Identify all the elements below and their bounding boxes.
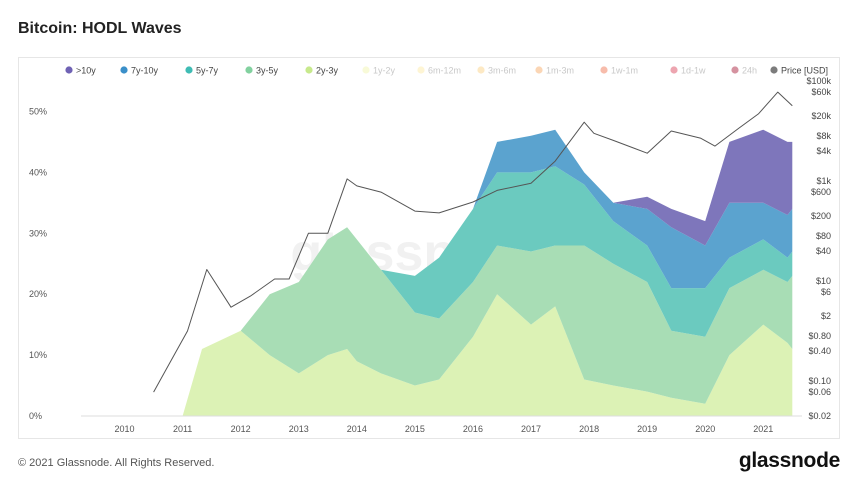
area-5y7y [148,166,793,416]
x-tick-label: 2011 [173,424,192,434]
y2-tick-label: $40 [816,246,831,256]
x-tick-label: 2018 [579,424,599,434]
y-tick-label: 30% [29,228,47,238]
y2-tick-label: $20k [811,111,831,121]
y2-tick-label: $0.40 [808,346,831,356]
legend-marker [185,66,193,74]
legend-marker [600,66,608,74]
legend-label: 1w-1m [611,66,638,76]
y2-tick-label: $100k [806,76,831,86]
x-tick-label: 2015 [405,424,425,434]
y-tick-label: 0% [29,411,42,421]
area-10y [148,129,793,416]
y-axis-left: 0% 10% 20% 30% 40% 50% [29,106,47,421]
hodl-waves-chart: >10y 7y-10y 5y-7y 3y-5y 2y-3y 1y-2y 6m-12m 3m-6… [29,66,831,435]
y2-tick-label: $200 [811,211,831,221]
legend-label: 1m-3m [546,66,574,76]
y2-tick-label: $4k [816,146,831,156]
x-axis: 2010 2011 2012 2013 2014 2015 2016 2017 2018 2019… [81,415,802,434]
legend-marker [535,66,543,74]
legend-marker [670,66,678,74]
y2-tick-label: $0.80 [808,331,831,341]
x-tick-label: 2017 [521,424,541,434]
y2-tick-label: $6 [821,287,831,297]
glassnode-logo: glassnode [738,449,840,472]
y2-tick-label: $0.06 [808,387,831,397]
legend-label: 24h [742,66,757,76]
legend-label: 3y-5y [256,66,279,76]
legend-label: 7y-10y [131,66,159,76]
x-tick-label: 2020 [695,424,715,434]
x-tick-label: 2014 [347,424,367,434]
area-3y5y [148,227,793,416]
x-tick-label: 2013 [289,424,309,434]
y2-tick-label: $8k [816,131,831,141]
legend-label: 2y-3y [316,66,339,76]
legend-marker [417,66,425,74]
copyright-footer: © 2021 Glassnode. All Rights Reserved. [18,457,215,469]
legend-label: 6m-12m [428,66,461,76]
legend-marker [477,66,485,74]
y-tick-label: 50% [29,106,47,116]
y-tick-label: 10% [29,350,47,360]
price-line [153,91,793,393]
x-tick-label: 2016 [463,424,483,434]
x-tick-label: 2021 [753,424,773,434]
y2-tick-label: $0.02 [808,411,831,421]
legend-marker [305,66,313,74]
legend-marker [731,66,739,74]
x-tick-label: 2019 [637,424,657,434]
legend-label: Price [USD] [781,66,828,76]
chart-frame: >10y 7y-10y 5y-7y 3y-5y 2y-3y 1y-2y 6m-12m 3m-6… [18,57,840,439]
y2-tick-label: $10 [816,276,831,286]
price-layer [153,91,793,393]
y2-tick-label: $60k [811,87,831,97]
y2-tick-label: $80 [816,231,831,241]
legend-label: 3m-6m [488,66,516,76]
legend-marker [120,66,128,74]
x-tick-label: 2010 [115,424,135,434]
y-axis-right: $0.02 $0.06$0.10 $0.40 $0.80 $2 $6$10 $40 $80 $2… [806,76,831,421]
legend-label: 1d-1w [681,66,706,76]
y2-tick-label: $0.10 [808,376,831,386]
y-tick-label: 40% [29,167,47,177]
area-layer [148,129,793,416]
legend-label: >10y [76,66,96,76]
y2-tick-label: $600 [811,187,831,197]
legend-marker [65,66,73,74]
legend-marker [245,66,253,74]
x-tick-label: 2012 [231,424,251,434]
legend-label: 5y-7y [196,66,219,76]
area-2y3y [148,294,793,416]
legend: >10y 7y-10y 5y-7y 3y-5y 2y-3y 1y-2y 6m-12m 3m-6… [65,66,828,76]
area-7y10y [148,129,793,416]
y2-tick-label: $2 [821,311,831,321]
y-tick-label: 20% [29,289,47,299]
legend-marker [770,66,778,74]
page-title: Bitcoin: HODL Waves [18,20,182,37]
y2-tick-label: $1k [816,176,831,186]
legend-label: 1y-2y [373,66,396,76]
legend-marker [362,66,370,74]
